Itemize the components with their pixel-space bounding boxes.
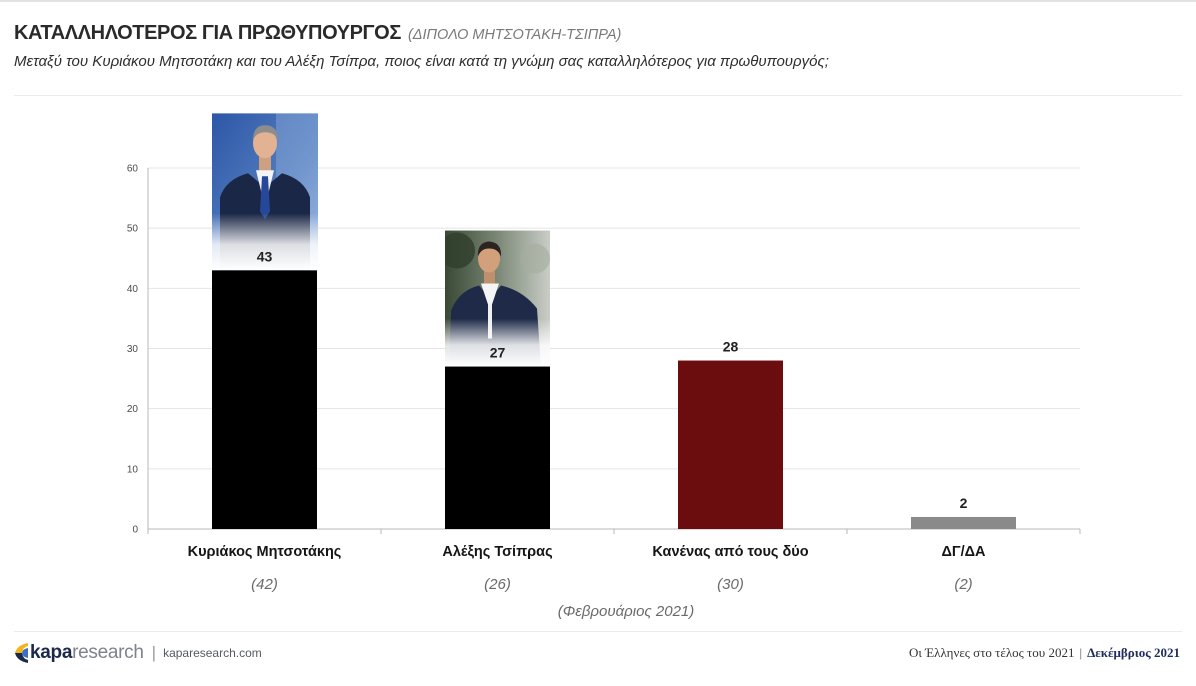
logo-blue-segment: [22, 648, 28, 658]
footer-divider: [14, 631, 1182, 632]
report-date: Δεκέμβριος 2021: [1087, 645, 1180, 660]
previous-value-label: (42): [251, 576, 278, 593]
photo-fade: [445, 318, 550, 367]
tie: [260, 176, 270, 220]
y-tick-label: 40: [127, 284, 139, 295]
question-subtitle: Μεταξύ του Κυριάκου Μητσοτάκη και του Αλ…: [14, 53, 829, 70]
y-tick-label: 60: [127, 164, 139, 175]
face: [478, 244, 500, 273]
value-label: 2: [960, 495, 968, 511]
footer-separator: |: [151, 643, 157, 662]
photos: [212, 113, 550, 367]
bar: [445, 366, 550, 529]
foliage: [520, 243, 550, 274]
page-title: ΚΑΤΑΛΛΗΛΟΤΕΡΟΣ ΓΙΑ ΠΡΩΘΥΠΟΥΡΓΟΣ: [14, 22, 401, 44]
close-paren: ): [504, 576, 511, 593]
category-label: Κυριάκος Μητσοτάκης: [188, 544, 342, 560]
value-label: 28: [723, 339, 739, 355]
neck: [484, 268, 495, 287]
report-info: Οι Έλληνες στο τέλος του 2021 | Δεκέμβριος…: [909, 645, 1180, 661]
candidate-photo: [445, 230, 550, 367]
bar: [212, 270, 317, 529]
neck: [259, 153, 271, 174]
category-label: Αλέξης Τσίπρας: [442, 544, 552, 560]
footer-brand: kapa research | kaparesearch.com: [14, 641, 262, 665]
previous-value: 26: [488, 576, 506, 593]
title-row: ΚΑΤΑΛΛΗΛΟΤΕΡΟΣ ΓΙΑ ΠΡΩΘΥΠΟΥΡΓΟΣ (ΔΙΠΟΛΟ …: [14, 21, 621, 47]
website-link[interactable]: kaparesearch.com: [163, 646, 262, 660]
y-tick-label: 30: [127, 344, 139, 355]
shirt: [481, 283, 499, 311]
logo-text-research: research: [72, 642, 144, 663]
y-tick-label: 50: [127, 224, 139, 235]
hair: [477, 241, 502, 257]
category-label: ΔΓ/ΔΑ: [941, 544, 986, 560]
previous-value: 42: [256, 576, 273, 593]
bars: [212, 270, 1016, 529]
title-note: (ΔΙΠΟΛΟ ΜΗΤΣΟΤΑΚΗ-ΤΣΙΠΡΑ): [407, 27, 622, 43]
bar: [678, 360, 783, 529]
value-label: 43: [257, 248, 273, 264]
close-paren: ): [271, 576, 278, 593]
comparison-period-label: (Φεβρουάριος 2021): [558, 603, 695, 620]
y-tick-label: 20: [127, 404, 139, 415]
open-paren: (: [717, 576, 724, 593]
hair: [253, 125, 278, 141]
top-border: [0, 0, 1196, 2]
y-tick-label: 0: [132, 525, 138, 536]
previous-value-label: (30): [717, 576, 744, 593]
open-paren: (: [954, 576, 961, 593]
bar: [911, 516, 1016, 529]
report-separator: |: [1079, 645, 1083, 660]
close-paren: ): [737, 576, 744, 593]
logo-yellow-segment: [15, 643, 28, 653]
open-paren: (: [251, 576, 258, 593]
logo-navy-segment: [15, 653, 28, 663]
value-labels: 43 27 28 2: [257, 248, 968, 511]
header-divider: [14, 95, 1182, 96]
y-tick-label: 10: [127, 464, 139, 475]
category-labels: Κυριάκος Μητσοτάκης (42) Αλέξης Τσίπρας (26…: [188, 544, 986, 620]
photo-fade: [212, 213, 318, 271]
report-title: Οι Έλληνες στο τέλος του 2021: [909, 645, 1075, 660]
candidate-photo: [212, 113, 318, 271]
kapa-logo-icon: [15, 643, 28, 663]
close-paren: ): [966, 576, 973, 593]
face: [253, 128, 277, 159]
foliage: [445, 232, 475, 269]
category-label: Κανένας από τους δύο: [652, 544, 808, 560]
value-label: 27: [490, 345, 506, 361]
previous-value-label: (2): [954, 576, 972, 593]
open-paren: (: [484, 576, 491, 593]
previous-value: 30: [722, 576, 739, 593]
previous-value: 2: [958, 576, 968, 593]
logo-text-kapa: kapa: [30, 642, 73, 663]
previous-value-label: (26): [484, 576, 511, 593]
